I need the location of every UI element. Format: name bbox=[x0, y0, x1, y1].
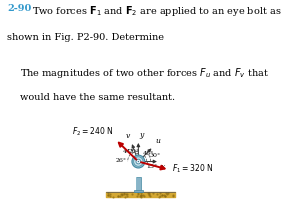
Point bbox=[160, 193, 165, 197]
Circle shape bbox=[136, 159, 141, 164]
Text: 26°: 26° bbox=[116, 158, 127, 163]
Text: v: v bbox=[126, 132, 130, 140]
Point bbox=[118, 194, 122, 198]
Point bbox=[136, 191, 140, 194]
Point bbox=[120, 194, 124, 197]
Bar bbox=[136, 177, 141, 192]
Point bbox=[125, 193, 130, 196]
Point bbox=[138, 194, 142, 198]
Point bbox=[105, 192, 110, 195]
Point bbox=[158, 195, 162, 198]
Point bbox=[171, 193, 176, 197]
Point bbox=[106, 193, 110, 196]
Point bbox=[163, 195, 167, 198]
Point bbox=[164, 192, 168, 195]
Text: 30°: 30° bbox=[149, 153, 160, 158]
Point bbox=[160, 194, 164, 197]
Point bbox=[123, 195, 127, 198]
Point bbox=[171, 194, 175, 198]
Point bbox=[142, 194, 146, 198]
Text: 15°: 15° bbox=[146, 164, 157, 169]
Text: shown in Fig. P2-90. Determine: shown in Fig. P2-90. Determine bbox=[7, 33, 164, 42]
Text: 2-90: 2-90 bbox=[7, 4, 31, 13]
Point bbox=[111, 195, 115, 198]
Text: 20°: 20° bbox=[128, 149, 140, 154]
Point bbox=[158, 191, 162, 194]
Point bbox=[105, 194, 110, 197]
Circle shape bbox=[134, 157, 143, 166]
Point bbox=[139, 195, 144, 198]
Text: $F_2 = 240\ \rm{N}$: $F_2 = 240\ \rm{N}$ bbox=[72, 126, 114, 138]
Point bbox=[139, 193, 143, 197]
Point bbox=[166, 191, 171, 195]
Point bbox=[116, 194, 120, 197]
Point bbox=[122, 192, 126, 196]
Bar bbox=[134, 190, 143, 192]
Point bbox=[139, 192, 144, 195]
Text: u: u bbox=[155, 137, 160, 145]
Text: 44°: 44° bbox=[123, 150, 135, 154]
Circle shape bbox=[138, 161, 139, 162]
Bar bbox=[136, 177, 137, 192]
Point bbox=[147, 194, 151, 197]
Point bbox=[108, 192, 112, 196]
Point bbox=[135, 195, 139, 198]
Point bbox=[139, 195, 143, 198]
Text: 45°: 45° bbox=[143, 151, 154, 156]
Point bbox=[141, 194, 146, 197]
Point bbox=[157, 195, 161, 198]
Text: y: y bbox=[139, 131, 144, 138]
Point bbox=[107, 195, 112, 198]
Point bbox=[139, 193, 143, 197]
Point bbox=[125, 194, 130, 197]
Point bbox=[146, 191, 151, 194]
Point bbox=[115, 194, 120, 198]
Point bbox=[148, 194, 152, 197]
Point bbox=[118, 192, 123, 196]
Point bbox=[163, 195, 167, 198]
Text: Two forces $\mathbf{F}_1$ and $\mathbf{F}_2$ are applied to an eye bolt as: Two forces $\mathbf{F}_1$ and $\mathbf{F… bbox=[32, 4, 281, 18]
Point bbox=[165, 193, 169, 196]
Point bbox=[119, 192, 124, 196]
Point bbox=[130, 193, 134, 196]
Point bbox=[154, 192, 159, 195]
Point bbox=[146, 192, 150, 195]
Text: The magnitudes of two other forces $F_u$ and $F_v$ that: The magnitudes of two other forces $F_u$… bbox=[20, 66, 269, 80]
Point bbox=[161, 193, 166, 196]
Point bbox=[136, 193, 140, 196]
Text: would have the same resultant.: would have the same resultant. bbox=[20, 93, 175, 102]
Point bbox=[124, 193, 128, 196]
Text: x: x bbox=[161, 163, 166, 171]
Point bbox=[147, 193, 151, 196]
Point bbox=[121, 191, 126, 194]
Circle shape bbox=[132, 155, 145, 168]
Point bbox=[151, 191, 155, 195]
Text: $F_1 = 320\ \rm{N}$: $F_1 = 320\ \rm{N}$ bbox=[172, 162, 214, 174]
